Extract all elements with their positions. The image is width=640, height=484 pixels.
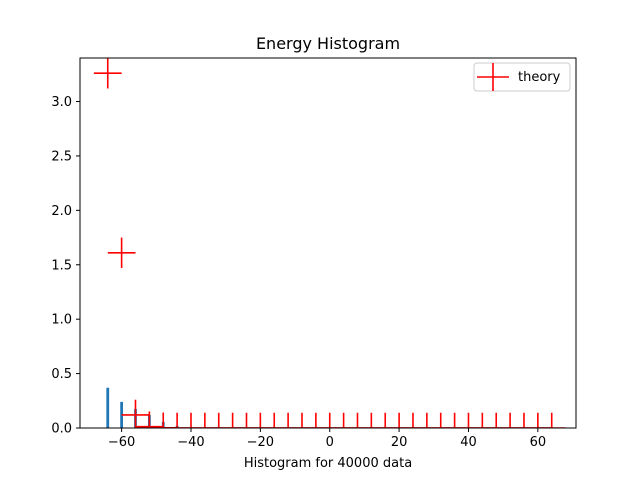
legend-label-theory: theory: [518, 70, 561, 85]
legend-box: [473, 62, 571, 92]
axes-frame: [79, 57, 577, 429]
x-tick-label: 20: [391, 435, 408, 450]
y-tick-label: 2.5: [51, 149, 72, 164]
legend: theory: [473, 62, 571, 92]
y-tick-label: 0.0: [51, 422, 72, 437]
x-tick-label: 60: [530, 435, 547, 450]
x-tick-label: −40: [177, 435, 204, 450]
x-axis-label: Histogram for 40000 data: [244, 456, 412, 471]
x-tick-label: −20: [247, 435, 274, 450]
x-axis-ticks: −60 −40 −20 0 20 40 60: [108, 428, 546, 450]
x-tick-label: 0: [326, 435, 334, 450]
y-tick-label: 1.5: [51, 258, 72, 273]
y-tick-label: 3.0: [51, 95, 72, 110]
y-tick-label: 1.0: [51, 313, 72, 328]
y-tick-label: 0.5: [51, 367, 72, 382]
y-axis-ticks: 0.0 0.5 1.0 1.5 2.0 2.5 3.0: [51, 95, 80, 437]
x-tick-label: 40: [460, 435, 477, 450]
x-tick-label: −60: [108, 435, 135, 450]
y-tick-label: 2.0: [51, 204, 72, 219]
chart-title: Energy Histogram: [256, 34, 400, 53]
histogram-bar: [106, 387, 110, 428]
